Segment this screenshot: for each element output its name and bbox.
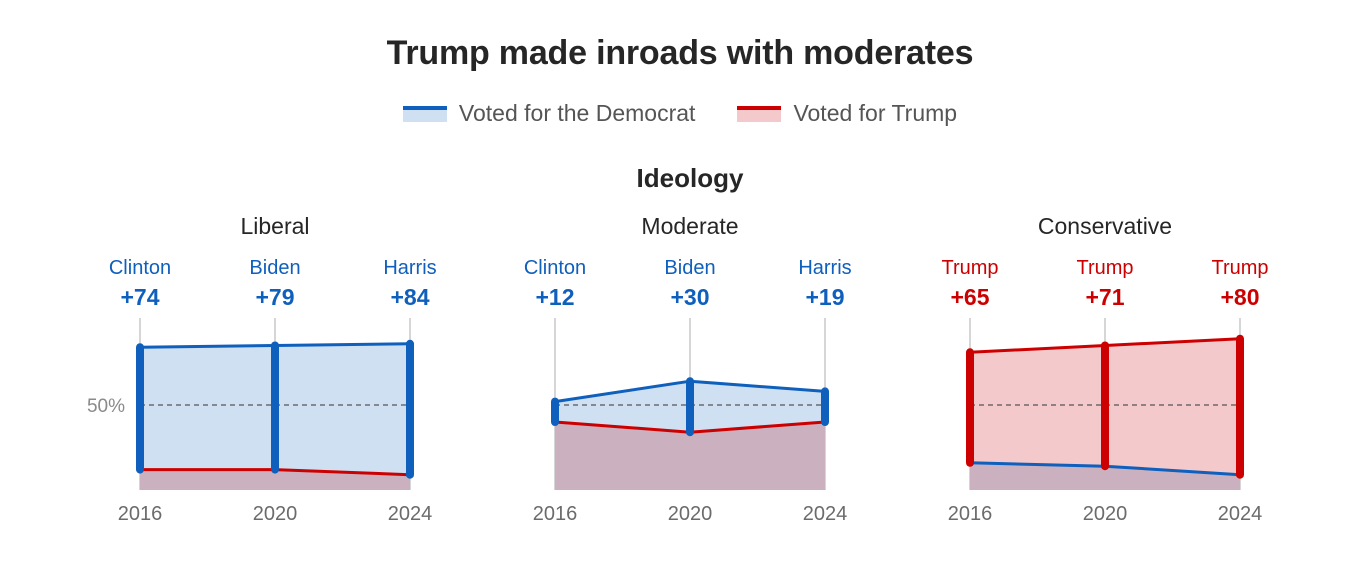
year-label-liberal-2020: 2020: [253, 503, 298, 525]
year-label-conservative-2020: 2020: [1083, 503, 1128, 525]
winner-label-liberal-2020: Biden: [249, 257, 300, 279]
area-democrat-conservative: [970, 462, 1240, 490]
area-trump-moderate: [555, 422, 825, 490]
year-label-moderate-2016: 2016: [533, 503, 578, 525]
winner-label-conservative-2016: Trump: [941, 257, 998, 279]
panel-title-conservative: Conservative: [1038, 213, 1172, 239]
year-label-conservative-2016: 2016: [948, 503, 993, 525]
legend-item-democrat: Voted for the Democrat: [402, 100, 696, 127]
margin-label-conservative-2024: +80: [1220, 284, 1259, 310]
legend-swatch-democrat: [402, 105, 447, 122]
legend-label-trump: Voted for Trump: [793, 100, 958, 126]
winner-label-conservative-2024: Trump: [1211, 257, 1268, 279]
legend-swatch-trump: [737, 105, 782, 122]
year-label-conservative-2024: 2024: [1218, 503, 1263, 525]
winner-label-moderate-2020: Biden: [664, 257, 715, 279]
legend-label-democrat: Voted for the Democrat: [458, 100, 696, 126]
margin-label-liberal-2016: +74: [120, 284, 159, 310]
winner-label-liberal-2024: Harris: [383, 257, 436, 279]
year-label-liberal-2024: 2024: [388, 503, 433, 525]
area-trump-liberal: [140, 469, 410, 490]
margin-label-moderate-2020: +30: [670, 284, 709, 310]
margin-label-conservative-2016: +65: [950, 284, 989, 310]
panel-title-moderate: Moderate: [641, 213, 738, 239]
year-label-liberal-2016: 2016: [118, 503, 163, 525]
legend-item-trump: Voted for Trump: [737, 100, 957, 127]
year-label-moderate-2024: 2024: [803, 503, 848, 525]
panel-title-liberal: Liberal: [240, 213, 309, 239]
winner-label-moderate-2024: Harris: [798, 257, 851, 279]
winner-label-liberal-2016: Clinton: [109, 257, 171, 279]
legend: Voted for the Democrat Voted for Trump: [0, 100, 1360, 127]
winner-label-conservative-2020: Trump: [1076, 257, 1133, 279]
margin-label-moderate-2016: +12: [535, 284, 574, 310]
winner-label-moderate-2016: Clinton: [524, 257, 586, 279]
year-label-moderate-2020: 2020: [668, 503, 713, 525]
chart-title: Trump made inroads with moderates: [386, 34, 974, 72]
reference-label-liberal: 50%: [87, 396, 125, 417]
margin-label-conservative-2020: +71: [1085, 284, 1124, 310]
margin-label-liberal-2020: +79: [255, 284, 294, 310]
margin-label-moderate-2024: +19: [805, 284, 844, 310]
group-title: Ideology: [636, 163, 744, 193]
margin-label-liberal-2024: +84: [390, 284, 429, 310]
